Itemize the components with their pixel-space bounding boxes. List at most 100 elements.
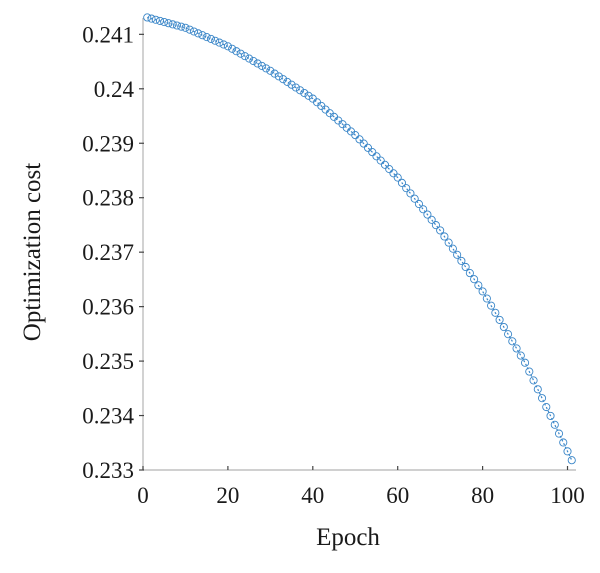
data-point — [478, 287, 487, 296]
data-point — [495, 315, 504, 324]
data-point — [363, 143, 373, 152]
data-point — [274, 72, 283, 81]
data-point — [253, 59, 262, 68]
data-point — [550, 420, 559, 429]
y-tick-label: 0.241 — [82, 22, 134, 47]
data-point — [436, 226, 445, 235]
data-point — [185, 25, 194, 34]
data-point — [296, 86, 305, 95]
y-tick-label: 0.239 — [82, 131, 134, 156]
data-point — [215, 38, 224, 47]
y-tick-label: 0.236 — [82, 295, 134, 320]
data-point — [206, 34, 215, 43]
data-point — [546, 411, 555, 420]
x-tick-label: 40 — [301, 483, 324, 508]
data-point — [351, 131, 360, 140]
data-point — [211, 36, 220, 45]
data-point — [262, 64, 271, 73]
x-axis-ticks: 0 20 40 60 80 100 — [137, 466, 585, 508]
data-point — [440, 232, 449, 241]
data-point — [380, 160, 390, 169]
data-point — [516, 351, 525, 360]
data-point — [521, 358, 530, 367]
data-point — [402, 184, 411, 193]
data-point — [508, 337, 517, 346]
series-group — [143, 13, 576, 465]
data-point — [355, 135, 364, 144]
data-point — [223, 42, 232, 51]
data-point — [266, 66, 275, 75]
data-point — [151, 15, 160, 24]
data-point — [563, 447, 572, 456]
x-tick-label: 100 — [550, 483, 585, 508]
data-point — [533, 385, 542, 394]
data-point — [427, 215, 436, 224]
data-point — [499, 322, 508, 332]
data-point — [453, 250, 462, 259]
data-point — [240, 52, 249, 61]
data-point — [202, 33, 211, 42]
data-point — [389, 169, 398, 178]
data-point — [359, 139, 368, 148]
y-tick-label: 0.234 — [82, 404, 134, 429]
data-point — [537, 394, 547, 403]
y-tick-label: 0.233 — [82, 458, 134, 483]
axes — [142, 18, 576, 471]
data-point — [147, 14, 156, 23]
data-point — [228, 44, 237, 53]
data-point — [245, 54, 254, 63]
data-point — [181, 23, 190, 32]
y-tick-label: 0.237 — [82, 240, 134, 265]
series-line — [147, 16, 573, 461]
data-point — [270, 69, 279, 78]
data-point — [542, 402, 551, 412]
data-point — [465, 269, 474, 278]
data-point — [559, 438, 568, 447]
data-point — [198, 31, 207, 40]
data-point — [304, 91, 313, 100]
x-tick-label: 80 — [471, 483, 494, 508]
x-axis-title: Epoch — [316, 524, 380, 551]
data-point — [554, 429, 564, 438]
x-tick-label: 20 — [216, 483, 239, 508]
data-point — [448, 244, 457, 253]
x-tick-label: 60 — [386, 483, 409, 508]
data-point — [461, 262, 470, 272]
data-point — [414, 199, 423, 209]
data-point — [194, 29, 203, 38]
data-point — [283, 77, 292, 86]
data-point — [487, 301, 496, 310]
y-tick-label: 0.235 — [82, 349, 134, 374]
data-point — [279, 75, 288, 84]
data-point — [457, 256, 466, 265]
data-point — [177, 22, 186, 31]
data-point — [189, 27, 198, 36]
data-point — [368, 148, 377, 157]
data-point — [525, 367, 534, 376]
data-point — [482, 294, 491, 303]
y-tick-label: 0.238 — [82, 186, 134, 211]
data-point — [529, 376, 538, 385]
data-point — [385, 165, 394, 174]
data-point — [164, 19, 173, 28]
data-point — [512, 344, 521, 353]
x-tick-label: 0 — [137, 483, 149, 508]
data-point — [168, 20, 177, 29]
data-point — [504, 330, 513, 339]
data-point — [232, 47, 241, 56]
data-point — [406, 189, 415, 198]
data-point — [393, 173, 402, 182]
data-point — [257, 61, 266, 70]
y-tick-label: 0.24 — [94, 77, 135, 102]
data-point — [423, 210, 432, 219]
y-axis-title: Optimization cost — [19, 163, 46, 341]
data-point — [143, 13, 152, 22]
data-point — [376, 156, 385, 165]
data-point — [160, 17, 169, 27]
data-point — [372, 152, 381, 161]
data-point — [431, 221, 440, 230]
data-point — [155, 16, 165, 25]
data-point — [491, 308, 500, 317]
y-axis-ticks: 0.233 0.234 0.235 0.236 0.237 0.238 0.239 0.24 0… — [82, 22, 144, 483]
data-point — [397, 178, 407, 187]
